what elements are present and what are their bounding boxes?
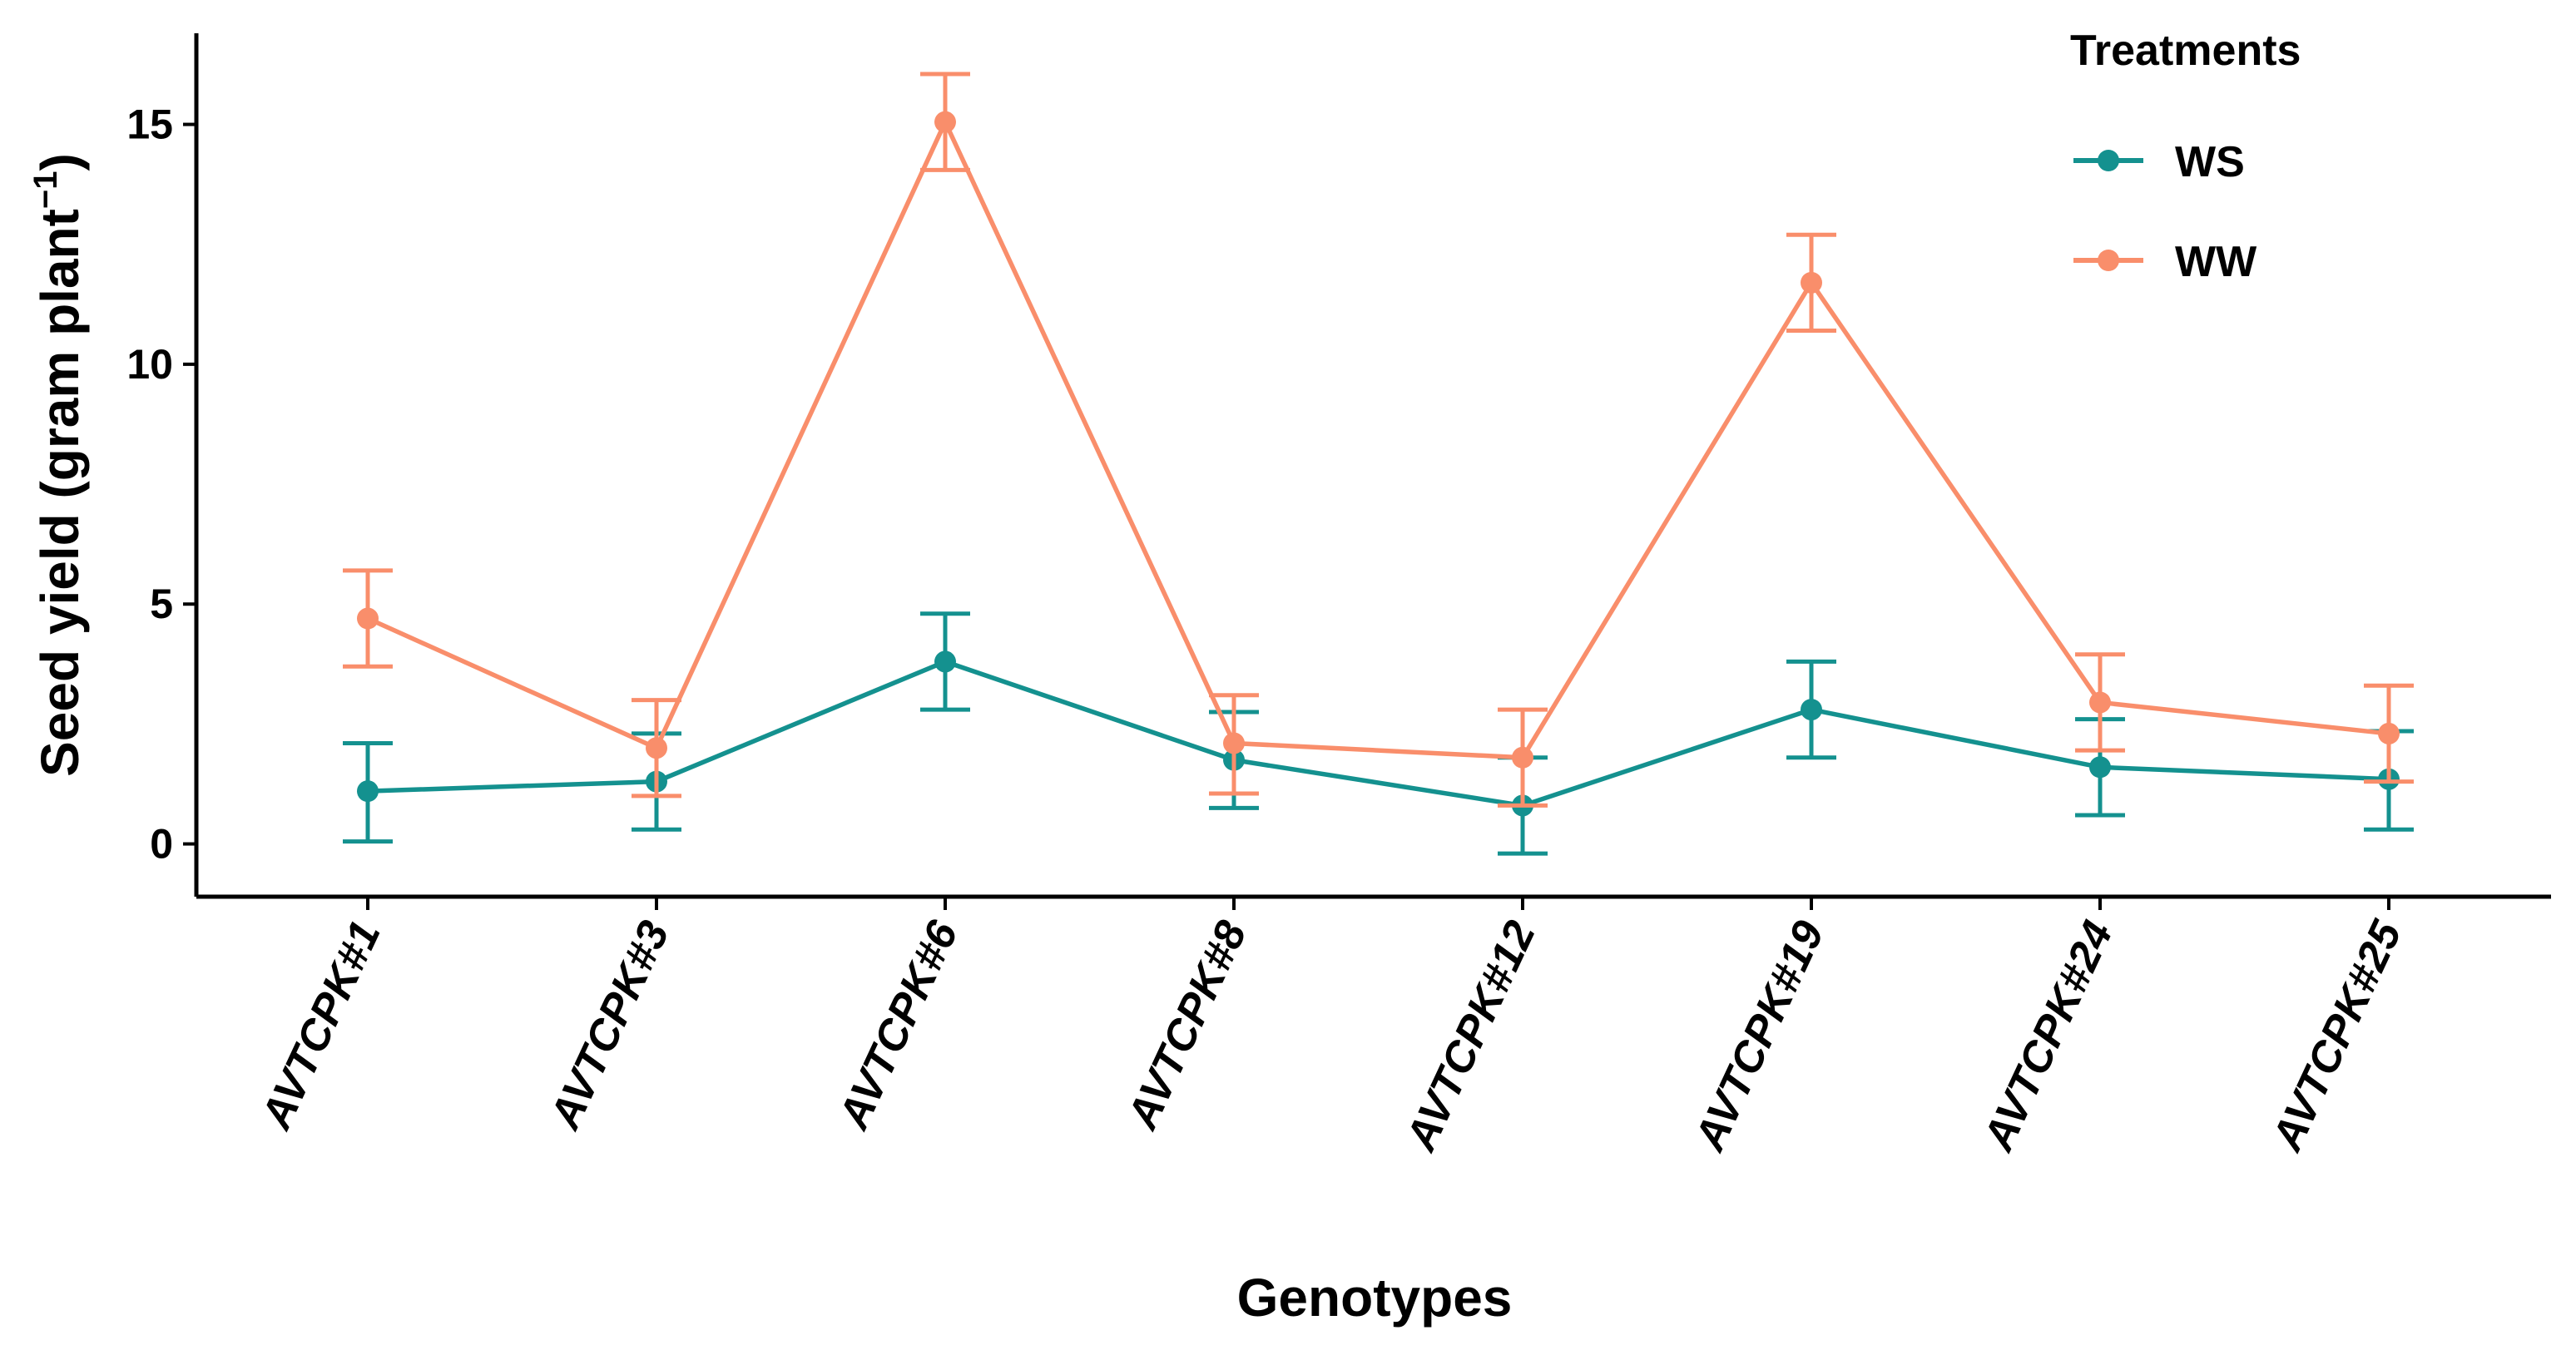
x-tick-label: AVTCPK#24 [1974,913,2123,1159]
data-point [934,650,956,673]
y-tick-label: 15 [126,101,173,148]
legend: Treatments WS WW [2070,27,2301,286]
legend-key-point [2098,150,2119,171]
data-point [1223,732,1245,754]
legend-item-ws: WS [2073,138,2245,186]
axes [194,33,2551,899]
y-axis-title-close: ) [30,153,90,171]
data-point [2378,722,2400,744]
data-point [2089,756,2111,779]
x-tick-label: AVTCPK#12 [1396,913,1545,1159]
legend-item-label: WW [2175,238,2257,286]
y-axis-title-superscript: −1 [27,171,64,209]
data-point [357,607,379,630]
legend-item-label: WS [2175,138,2245,186]
x-tick-label: AVTCPK#6 [829,913,968,1138]
x-tick-label: AVTCPK#19 [1685,913,1834,1159]
x-tick-label: AVTCPK#3 [540,913,679,1137]
y-tick-label: 0 [150,821,173,868]
plot-area [343,72,2414,856]
y-axis-ticks: 0 5 10 15 [126,101,196,868]
x-tick-label: AVTCPK#8 [1117,913,1256,1137]
data-point [1512,746,1533,769]
y-tick-label: 5 [150,581,173,627]
series-ws [343,611,2414,856]
legend-items: WS WW [2073,138,2257,286]
series-line [367,659,2390,809]
y-tick-label: 10 [126,341,173,388]
data-point [1801,699,1822,721]
data-point [934,111,956,133]
legend-key-point [2098,250,2119,271]
legend-title: Treatments [2070,27,2301,75]
x-axis-ticks: AVTCPK#1 AVTCPK#3 AVTCPK#6 AVTCPK#8 AVTCPK#1… [251,897,2411,1160]
data-point [2089,691,2111,714]
x-tick-label: AVTCPK#25 [2262,913,2411,1160]
data-point [1801,271,1822,294]
series-ww [343,72,2414,808]
y-axis-title-main: Seed yield (gram plant [30,209,90,777]
y-axis-title: Seed yield (gram plant−1) [27,153,90,777]
legend-item-ww: WW [2073,238,2257,286]
series-line [366,119,2390,760]
x-axis-title: Genotypes [1237,1268,1513,1328]
data-point [357,780,379,803]
data-point [646,737,667,759]
x-tick-label: AVTCPK#1 [251,914,390,1138]
